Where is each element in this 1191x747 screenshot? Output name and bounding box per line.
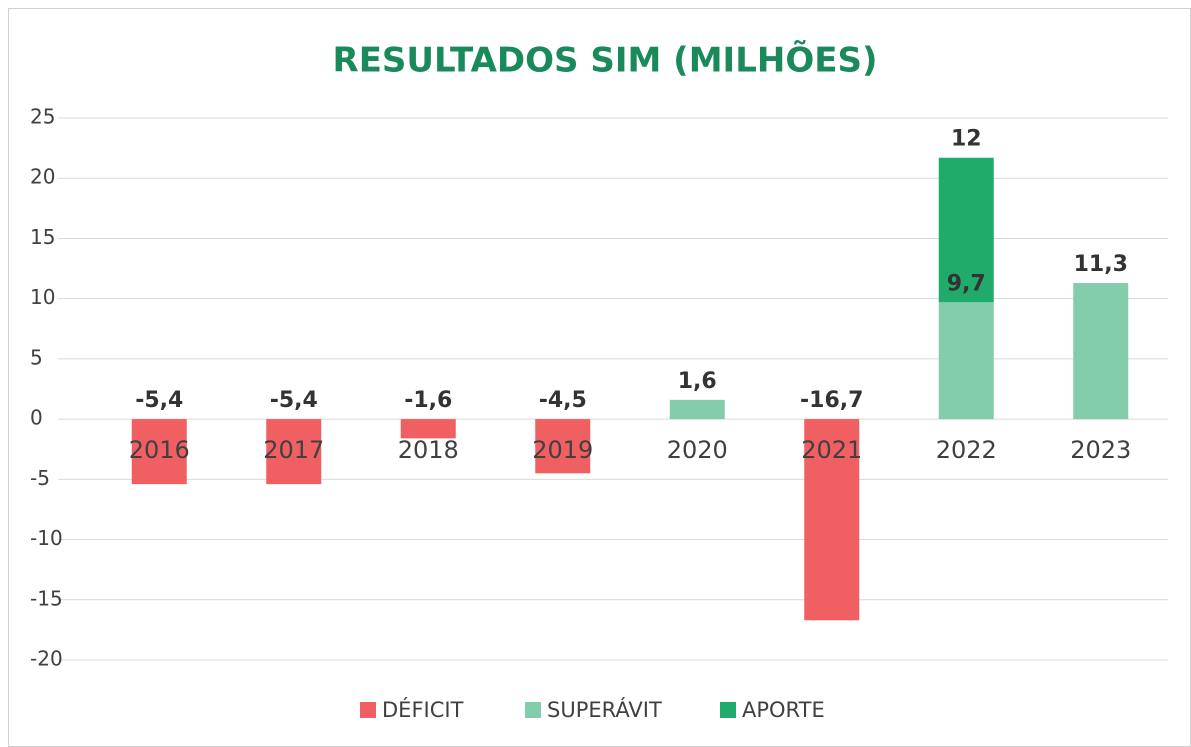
- bar: [804, 419, 860, 621]
- x-tick-label: 2023: [1070, 436, 1131, 464]
- x-tick-label: 2018: [398, 436, 459, 464]
- x-tick-label: 2019: [532, 436, 593, 464]
- bar: [1073, 283, 1129, 420]
- chart-title: RESULTADOS SIM (MILHÕES): [333, 40, 878, 81]
- bar: [938, 302, 994, 420]
- y-tick-label: 5: [30, 345, 43, 369]
- data-label: 11,3: [1074, 252, 1128, 277]
- y-tick-label: 10: [30, 285, 55, 309]
- data-label: -4,5: [539, 388, 587, 413]
- legend-label: APORTE: [742, 698, 825, 722]
- y-tick-label: 25: [30, 105, 55, 129]
- legend-swatch: [720, 702, 736, 718]
- data-label: -5,4: [270, 388, 318, 413]
- bar: [938, 157, 994, 303]
- data-label: 9,7: [947, 271, 986, 296]
- y-tick-label: -15: [30, 586, 63, 610]
- bar: [669, 399, 725, 420]
- x-tick-label: 2017: [263, 436, 324, 464]
- x-tick-label: 2022: [936, 436, 997, 464]
- bar: [266, 419, 322, 485]
- legend-swatch: [525, 702, 541, 718]
- x-tick-label: 2020: [667, 436, 728, 464]
- legend-swatch: [360, 702, 376, 718]
- y-tick-label: 0: [30, 406, 43, 430]
- data-label: 1,6: [678, 369, 717, 394]
- bar: [400, 419, 456, 439]
- chart-border: [8, 8, 1191, 747]
- y-tick-label: 20: [30, 165, 55, 189]
- data-label: -16,7: [800, 388, 863, 413]
- data-label: 12: [951, 127, 982, 152]
- x-tick-label: 2016: [129, 436, 190, 464]
- x-tick-label: 2021: [801, 436, 862, 464]
- legend-label: DÉFICIT: [382, 697, 464, 722]
- bar: [535, 419, 591, 474]
- data-label: -5,4: [135, 388, 183, 413]
- y-tick-label: -10: [30, 526, 63, 550]
- bar: [131, 419, 187, 485]
- legend-label: SUPERÁVIT: [547, 697, 662, 722]
- y-tick-label: -5: [30, 466, 50, 490]
- y-tick-label: -20: [30, 647, 63, 671]
- data-label: -1,6: [404, 388, 452, 413]
- y-tick-label: 15: [30, 225, 55, 249]
